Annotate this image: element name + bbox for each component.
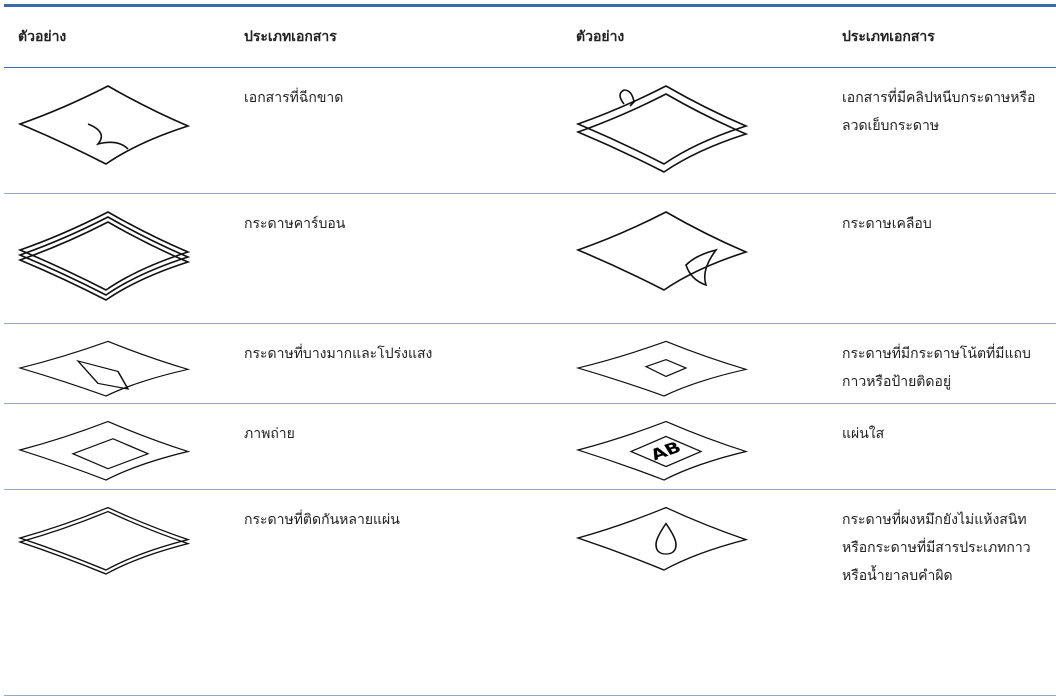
label-cell: กระดาษที่ผงหมึกยังไม่แห้งสนิท หรือกระดาษ…: [842, 489, 1056, 696]
label-cell: กระดาษที่บางมากและโปร่งแสง: [244, 323, 562, 404]
transparency-icon: AB: [577, 420, 747, 481]
header-row: ตัวอย่าง ประเภทเอกสาร ตัวอย่าง ประเภทเอก…: [4, 5, 1056, 68]
icon-cell: [4, 403, 244, 490]
icon-cell: [4, 193, 244, 324]
table-row: กระดาษที่ติดกันหลายแผ่น กระดาษที่ผงหมึกย…: [4, 489, 1056, 696]
header-cell: ตัวอย่าง: [4, 5, 244, 68]
wet-ink-icon: [577, 506, 747, 571]
icon-cell: [562, 323, 842, 404]
icon-cell: [4, 67, 244, 194]
label-cell: กระดาษที่มีกระดาษโน้ตที่มีแถบกาวหรือป้าย…: [842, 323, 1056, 404]
coated-paper-icon: [577, 211, 747, 291]
torn-paper-icon: [19, 85, 189, 165]
label-cell: กระดาษเคลือบ: [842, 193, 1056, 324]
carbon-paper-icon: [19, 211, 189, 301]
table-row: เอกสารที่ฉีกขาด เอกสารที่มีคลิปหนีบกระดา…: [4, 67, 1056, 194]
header-cell: ประเภทเอกสาร: [244, 5, 562, 68]
table-row: กระดาษคาร์บอน กระดาษเคลือบ: [4, 193, 1056, 324]
photo-icon: [19, 420, 189, 481]
document-table: ตัวอย่าง ประเภทเอกสาร ตัวอย่าง ประเภทเอก…: [4, 4, 1056, 696]
icon-cell: [4, 489, 244, 696]
stuck-paper-icon: [19, 506, 189, 575]
icon-cell: [4, 323, 244, 404]
icon-cell: [562, 193, 842, 324]
icon-cell: [562, 489, 842, 696]
label-cell: กระดาษที่ติดกันหลายแผ่น: [244, 489, 562, 696]
label-cell: แผ่นใส: [842, 403, 1056, 490]
label-cell: กระดาษคาร์บอน: [244, 193, 562, 324]
icon-cell: AB: [562, 403, 842, 490]
header-cell: ประเภทเอกสาร: [842, 5, 1056, 68]
header-cell: ตัวอย่าง: [562, 5, 842, 68]
table-row: กระดาษที่บางมากและโปร่งแสง กระดาษที่มีกร…: [4, 323, 1056, 404]
label-cell: เอกสารที่มีคลิปหนีบกระดาษหรือลวดเย็บกระด…: [842, 67, 1056, 194]
label-cell: ภาพถ่าย: [244, 403, 562, 490]
clipped-paper-icon: [577, 85, 747, 173]
thin-paper-icon: [19, 340, 189, 397]
table-row: ภาพถ่าย AB แผ่นใส: [4, 403, 1056, 490]
label-cell: เอกสารที่ฉีกขาด: [244, 67, 562, 194]
icon-cell: [562, 67, 842, 194]
sticky-note-icon: [577, 340, 747, 397]
